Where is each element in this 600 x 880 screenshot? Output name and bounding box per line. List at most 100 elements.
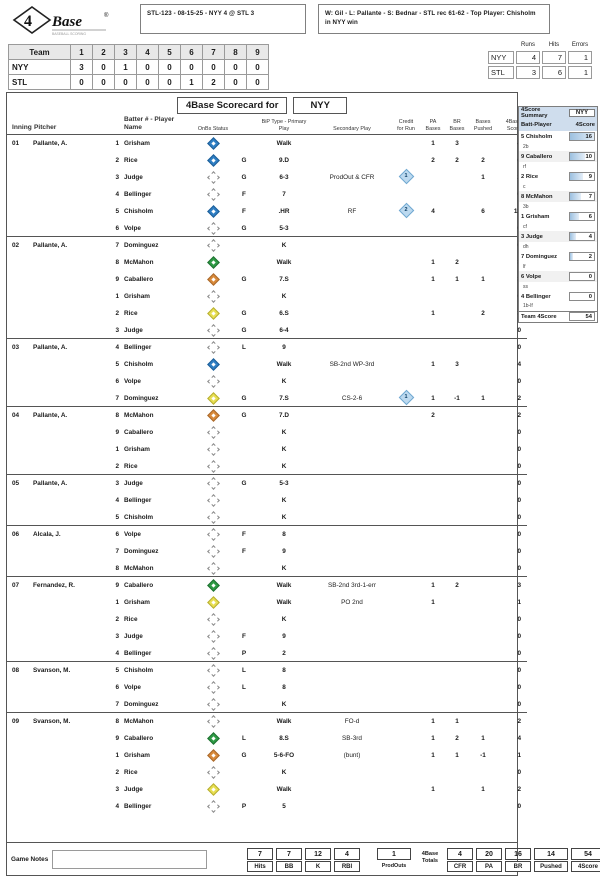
footer-total-4score: 54 4Score [571,848,600,872]
cell-onbs-status[interactable] [193,203,233,220]
game-title-field[interactable]: STL-123 - 08-15-25 - NYY 4 @ STL 3 [140,4,306,34]
cell-onbs-status[interactable] [193,236,233,254]
cell-onbs-status[interactable] [193,152,233,169]
cell-credit-for-run [391,661,421,679]
cell-onbs-status[interactable] [193,628,233,645]
cell-onbs-status[interactable] [193,712,233,730]
cell-secondary-play [313,474,391,492]
cell-batter-name: Grisham [124,598,150,606]
cell-onbs-status[interactable] [193,254,233,271]
cell-onbs-status[interactable] [193,220,233,237]
summary-player-position-row: lf [519,262,597,271]
cell-batter-name: Volpe [119,525,193,543]
cell-batter-name: Rice [124,156,138,164]
cell-onbs-status[interactable] [193,271,233,288]
game-summary-field[interactable]: W: Gil - L: Pallante - S: Bednar - STL r… [318,4,550,34]
cell-primary-play: Walk [255,576,313,594]
cell-batter-name: Bellinger [124,649,152,657]
cell-primary-play: Walk [276,258,292,266]
cell-onbs-status[interactable] [193,747,233,764]
cell-batter-name: Caballero [124,734,154,742]
cell-bip-type: G [241,326,247,334]
footer-total-value: 14 [534,848,568,860]
summary-player-position: 1b-lf [523,303,533,310]
cell-inning [7,764,33,781]
scorecard-row: 1 Grisham G 5-6-FO (bunt) 1 1 -1 1 [7,747,527,764]
cell-bases-pushed [469,611,497,628]
onbs-yellow-icon [206,783,220,796]
cell-onbs-status[interactable] [193,798,233,815]
scorecard-row: 1 Grisham K 0 [7,441,527,458]
cell-br-bases [445,406,469,424]
cell-onbs-status[interactable] [193,356,233,373]
footer-total-label: PA [476,861,502,872]
cell-onbs-status[interactable] [193,679,233,696]
scorecard-row: 4 Bellinger P 2 0 [7,645,527,662]
scorecard-row: 2 Rice K 0 [7,764,527,781]
cell-bases-pushed: 1 [481,275,485,283]
cell-bip-type: P [241,802,247,810]
cell-onbs-status[interactable] [193,645,233,662]
summary-player-score: 10 [567,151,597,162]
cell-inning [7,747,33,764]
summary-team-total-value: 54 [567,310,597,322]
cell-onbs-status[interactable] [193,406,233,424]
summary-player-position: rf [523,163,527,170]
cell-onbs-status[interactable] [193,288,233,305]
cell-pitcher: Pallante, A. [33,474,105,492]
cell-br-bases [445,373,469,390]
cell-onbs-status[interactable] [193,594,233,611]
cell-inning [7,305,33,322]
cell-onbs-status[interactable] [193,543,233,560]
cell-batter-name: Chisholm [124,207,154,215]
scorecard-row: 1 Grisham Walk PO 2nd 1 1 [7,594,527,611]
cell-onbs-status[interactable] [193,611,233,628]
cell-onbs-status[interactable] [193,424,233,441]
cell-onbs-status[interactable] [193,305,233,322]
cell-onbs-status[interactable] [193,525,233,543]
cell-onbs-status[interactable] [193,474,233,492]
cell-onbs-status[interactable] [193,322,233,339]
cell-batter-number: 9 [115,428,119,436]
game-notes-input[interactable] [52,850,208,869]
cell-onbs-status[interactable] [193,730,233,747]
cell-onbs-status[interactable] [193,661,233,679]
onbs-blue-icon [206,154,220,167]
cell-pitcher [33,781,105,798]
game-notes-label: Game Notes [11,856,49,863]
cell-bip-type: F [233,525,255,543]
summary-col-score: 4Score [575,122,595,128]
cell-secondary-play [313,373,391,390]
cell-onbs-status[interactable] [193,169,233,186]
cell-credit-for-run [391,338,421,356]
cell-onbs-status[interactable] [193,492,233,509]
cell-primary-play: K [281,700,287,708]
cell-onbs-status[interactable] [193,338,233,356]
cell-br-bases [445,509,469,526]
cell-onbs-status[interactable] [193,696,233,713]
cell-primary-play: 7.S [279,394,289,402]
scorecard-row: 7 Dominguez G 7.S CS-2-6 1 1 -1 1 2 [7,389,527,407]
cell-onbs-status[interactable] [193,390,233,407]
cell-onbs-status[interactable] [193,560,233,577]
cell-onbs-status[interactable] [193,781,233,798]
stl-inn-3: 0 [114,74,137,90]
cell-onbs-status[interactable] [193,441,233,458]
stl-inn-2: 0 [92,74,115,90]
cell-inning [7,441,33,458]
cell-onbs-status[interactable] [193,186,233,203]
cell-bases-pushed [469,322,497,339]
cell-pa-bases: 1 [431,309,435,317]
summary-player-name: 3 Judge [519,231,567,242]
cell-credit-for-run [391,474,421,492]
rhe-nyy-errors: 1 [568,51,592,64]
cell-credit-for-run [391,322,421,339]
cell-onbs-status[interactable] [193,764,233,781]
cell-onbs-status[interactable] [193,576,233,594]
cell-onbs-status[interactable] [193,135,233,152]
onbs-out-icon [206,766,220,779]
cell-onbs-status[interactable] [193,458,233,475]
cell-onbs-status[interactable] [193,509,233,526]
cell-bases-pushed [469,543,497,560]
cell-onbs-status[interactable] [193,373,233,390]
